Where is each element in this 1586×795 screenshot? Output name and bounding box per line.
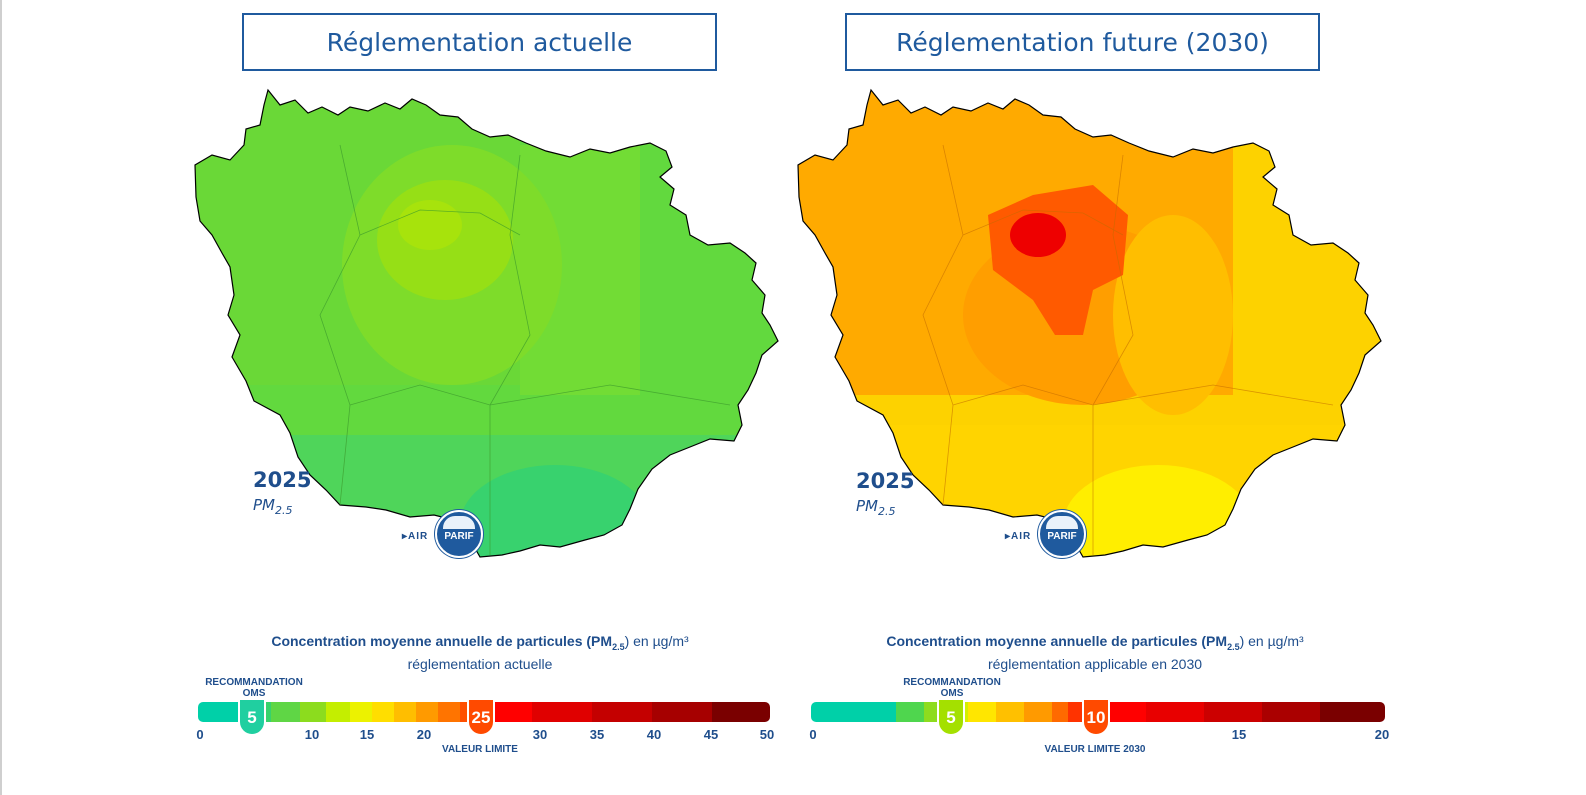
left-tick: 30 — [532, 727, 548, 742]
left-frame-line — [0, 0, 2, 795]
right-tick: 20 — [1374, 727, 1390, 742]
right-who-marker: 5 — [937, 698, 965, 736]
right-panel-title: Réglementation future (2030) — [845, 13, 1320, 71]
right-zone-paris — [1010, 213, 1066, 257]
left-panel-title: Réglementation actuelle — [242, 13, 717, 71]
left-limit-label: VALEUR LIMITE — [442, 744, 518, 755]
right-limit-label: VALEUR LIMITE 2030 — [1044, 744, 1146, 755]
left-pollutant-label: PM2.5 — [253, 496, 293, 517]
left-tick: 20 — [416, 727, 432, 742]
left-map — [194, 89, 779, 558]
right-map — [797, 89, 1382, 558]
left-tick: 50 — [759, 727, 775, 742]
left-limit-marker: 25 — [467, 698, 495, 736]
right-tick: 0 — [809, 727, 817, 742]
right-who-label: RECOMMANDATION OMS — [903, 677, 1001, 699]
left-tick: 10 — [304, 727, 320, 742]
right-pollutant-label: PM2.5 — [856, 497, 896, 518]
right-year-label: 2025 — [856, 469, 915, 493]
left-tick: 35 — [589, 727, 605, 742]
right-department-borders — [922, 144, 1334, 555]
right-zone-east-transition — [1113, 215, 1233, 415]
left-legend-title: Concentration moyenne annuelle de partic… — [271, 633, 689, 672]
left-color-scale — [198, 702, 770, 722]
left-tick: 45 — [703, 727, 719, 742]
left-tick: 15 — [359, 727, 375, 742]
left-airparif-logo: ▸AIR PARIF — [402, 510, 497, 558]
left-tick: 0 — [196, 727, 204, 742]
left-who-label: RECOMMANDATION OMS — [205, 677, 303, 699]
right-limit-marker: 10 — [1082, 698, 1110, 736]
left-zone-paris — [398, 200, 462, 250]
left-year-label: 2025 — [253, 468, 312, 492]
right-tick: 15 — [1231, 727, 1247, 742]
left-department-borders — [319, 144, 731, 555]
right-airparif-logo: ▸AIR PARIF — [1005, 510, 1100, 558]
right-legend-title: Concentration moyenne annuelle de partic… — [886, 633, 1304, 672]
left-tick: 40 — [646, 727, 662, 742]
left-who-marker: 5 — [238, 698, 266, 736]
